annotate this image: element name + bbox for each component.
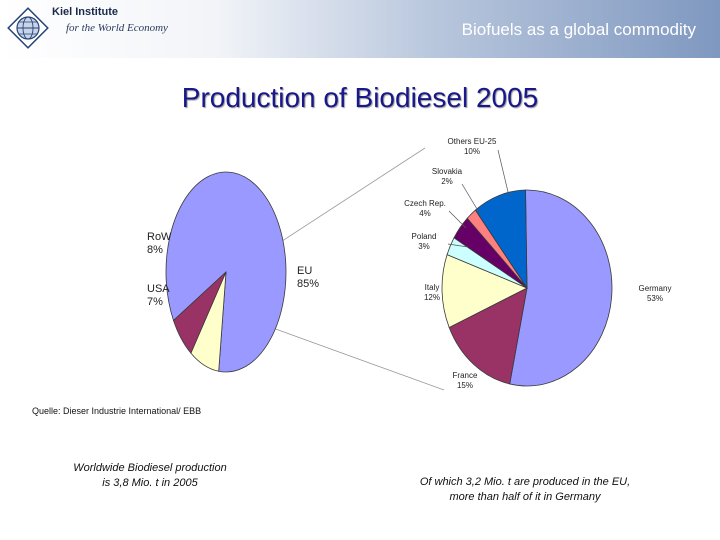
header-title: Biofuels as a global commodity — [461, 20, 696, 39]
eu-leader-line — [461, 183, 481, 215]
eu-label-france-value: 15% — [457, 381, 473, 390]
institute-subtitle: for the World Economy — [66, 22, 168, 34]
eu-label-germany-value: 53% — [647, 294, 663, 303]
eu-label-italy-value: 12% — [424, 293, 440, 302]
eu-slice-france — [448, 287, 528, 385]
eu-slice-germany — [509, 189, 613, 387]
world-slice-usa — [173, 271, 227, 354]
eu-slice-italy — [441, 254, 528, 328]
eu-label-others-eu-25: Others EU-25 — [448, 137, 497, 146]
eu-slice-others-eu-25 — [474, 189, 528, 290]
eu-label-others-eu-25-value: 10% — [464, 147, 480, 156]
slide-title: Production of Biodiesel 2005 — [181, 82, 539, 113]
eu-label-germany: Germany — [639, 284, 672, 293]
caption-worldwide-line-2: is 3,8 Mio. t in 2005 — [102, 477, 198, 489]
eu-leader-line — [448, 210, 467, 229]
eu-leader-line — [447, 243, 469, 248]
world-label-eu-value: 85% — [297, 278, 319, 290]
eu-label-slovakia-value: 2% — [441, 177, 453, 186]
globe-logo-icon — [7, 7, 49, 49]
source-note: Quelle: Dieser Industrie International/ … — [32, 406, 202, 416]
eu-leader-line — [497, 149, 510, 197]
world-label-usa: USA — [147, 283, 170, 295]
eu-label-slovakia: Slovakia — [432, 167, 463, 176]
caption-eu-line-2: more than half of it in Germany — [449, 491, 601, 503]
caption-worldwide: Worldwide Biodiesel production is 3,8 Mi… — [40, 461, 260, 491]
eu-label-italy: Italy — [425, 283, 440, 292]
caption-worldwide-line-1: Worldwide Biodiesel production — [73, 462, 227, 474]
eu-label-france: France — [453, 371, 478, 380]
world-label-eu: EU — [297, 265, 312, 277]
caption-eu-line-1: Of which 3,2 Mio. t are produced in the … — [419, 476, 631, 488]
world-label-row-value: 8% — [147, 244, 163, 256]
eu-label-poland: Poland — [412, 232, 437, 241]
world-label-row: RoW — [147, 231, 172, 243]
eu-label-czech-rep-value: 4% — [419, 209, 431, 218]
eu-label-czech-rep: Czech Rep. — [404, 199, 446, 208]
world-label-usa-value: 7% — [147, 296, 163, 308]
eu-label-poland-value: 3% — [418, 242, 430, 251]
caption-eu: Of which 3,2 Mio. t are produced in the … — [380, 475, 670, 505]
institute-name: Kiel Institute — [52, 6, 119, 18]
header-bar: Kiel Institute for the World Economy Bio… — [0, 0, 720, 58]
